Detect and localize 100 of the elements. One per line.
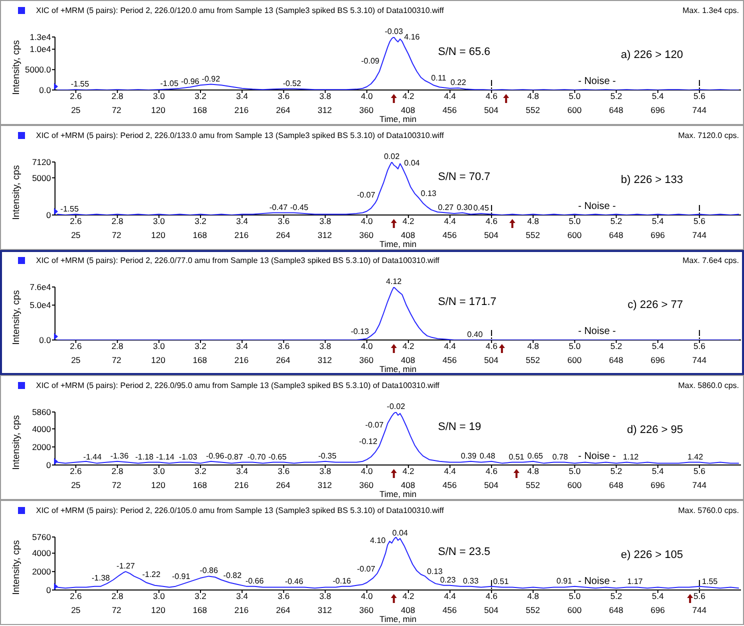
annotation: 0.02: [384, 152, 400, 161]
annotation: S/N = 23.5: [438, 546, 490, 558]
x-tick-label: 4.6: [486, 216, 498, 226]
x2-tick-label: 408: [400, 480, 416, 490]
annotation: -0.02: [386, 402, 406, 411]
annotation: 1.17: [627, 577, 644, 586]
annotation: -0.12: [359, 437, 378, 446]
x-tick-label: 4.6: [486, 466, 498, 476]
y-tick-label: 2000: [32, 442, 52, 452]
x-tick-label: 2.8: [111, 591, 124, 602]
x-tick-label: 5.6: [694, 341, 706, 352]
annotation: -0.66: [245, 576, 264, 586]
x-tick-label: 3.6: [278, 216, 290, 226]
annotation: 0.48: [480, 451, 496, 460]
x2-tick-label: 120: [151, 355, 166, 365]
x-tick-label: 5.0: [568, 216, 581, 226]
y-axis-title: Intensity, cps: [10, 414, 22, 470]
x-tick-label: 5.2: [610, 341, 622, 352]
x2-tick-label: 456: [442, 230, 457, 240]
annotation: -0.45: [290, 202, 309, 212]
y-tick-label: 1.3e4: [30, 32, 52, 42]
annotation: a) 226 > 120: [620, 49, 683, 61]
annotation: c) 226 > 77: [628, 299, 683, 311]
x-tick-label: 4.8: [527, 91, 540, 102]
annotation: 1.55: [702, 577, 718, 586]
x2-tick-label: 72: [112, 105, 122, 115]
annotation: 4.10: [370, 536, 386, 545]
annotation: -1.03: [178, 452, 198, 462]
chart-title: XIC of +MRM (5 pairs): Period 2, 226.0/120.0 amu from Sample 13 (Sample3 spiked BS 5.3.10) of Data100310.wiff: [36, 6, 444, 14]
y-axis-title: Intensity, cps: [10, 40, 22, 95]
x2-tick-label: 312: [318, 105, 332, 115]
x2-tick-label: 648: [609, 605, 624, 615]
x2-tick-label: 168: [192, 105, 208, 115]
x-tick-label: 3.8: [319, 591, 332, 602]
x2-tick-label: 648: [609, 105, 624, 115]
annotation: -0.70: [248, 452, 266, 462]
x-tick-label: 5.6: [694, 216, 706, 226]
annotation: 0.04: [392, 528, 408, 538]
annotation: -1.36: [110, 451, 130, 460]
x-axis-title: Time, min: [380, 364, 417, 374]
chart-title: XIC of +MRM (5 pairs): Period 2, 226.0/77.0 amu from Sample 13 (Sample3 spiked BS 5.3.10) of Data100310.wiff: [36, 256, 440, 264]
x2-tick-label: 168: [192, 480, 208, 490]
x2-tick-label: 120: [151, 230, 166, 240]
annotation: -0.13: [350, 326, 370, 336]
x2-tick-label: 264: [276, 355, 290, 365]
chart-subtitle: Max. 1.3e4 cps.: [682, 6, 739, 14]
annotation: -0.47: [269, 202, 288, 212]
x2-tick-label: 216: [234, 105, 249, 115]
x-tick-label: 5.2: [610, 591, 622, 602]
annotation: - Noise -: [578, 201, 616, 212]
annotation: -0.87: [224, 452, 244, 462]
x2-tick-label: 696: [650, 355, 666, 365]
x-tick-label: 2.6: [70, 591, 82, 602]
annotation: -0.35: [318, 451, 337, 460]
x2-tick-label: 504: [484, 480, 499, 490]
y-tick-label: 0: [46, 585, 52, 596]
y-tick-label: 5760: [32, 532, 52, 542]
annotation: -0.96: [181, 77, 200, 86]
x2-tick-label: 264: [276, 230, 290, 240]
x-tick-label: 3.2: [194, 591, 207, 602]
x-tick-label: 4.4: [444, 91, 456, 102]
annotation: S/N = 171.7: [438, 296, 496, 308]
annotation: e) 226 > 105: [620, 549, 683, 561]
x2-tick-label: 552: [526, 105, 540, 115]
x-tick-label: 4.8: [527, 466, 540, 476]
annotation: -0.07: [356, 564, 376, 574]
x2-tick-label: 72: [112, 230, 122, 240]
chart-title: XIC of +MRM (5 pairs): Period 2, 226.0/95.0 amu from Sample 13 (Sample3 spiked BS 5.3.10) of Data100310.wiff: [36, 380, 440, 390]
chart-subtitle: Max. 7120.0 cps.: [678, 130, 739, 140]
x2-tick-label: 72: [112, 605, 122, 615]
x-tick-label: 4.2: [402, 591, 415, 602]
x-tick-label: 3.2: [194, 341, 207, 352]
x-tick-label: 3.2: [194, 216, 207, 226]
x-tick-label: 4.2: [402, 91, 415, 102]
x-tick-label: 2.8: [111, 91, 124, 102]
annotation: 0.45: [473, 204, 490, 213]
x2-tick-label: 264: [276, 605, 290, 615]
x-tick-label: 3.0: [153, 91, 166, 102]
x2-tick-label: 456: [442, 605, 457, 615]
x-tick-label: 2.6: [70, 341, 82, 352]
x2-tick-label: 264: [276, 105, 290, 115]
x2-tick-label: 504: [484, 105, 499, 115]
annotation: 0.30: [456, 202, 473, 212]
annotation: -0.82: [223, 570, 242, 580]
chart-title: XIC of +MRM (5 pairs): Period 2, 226.0/105.0 amu from Sample 13 (Sample3 spiked BS 5.3.10) of Data100310.wiff: [36, 506, 444, 514]
y-tick-label: 2000: [32, 566, 52, 577]
x-tick-label: 3.0: [153, 341, 166, 352]
annotation: 0.78: [552, 452, 568, 462]
annotation: d) 226 > 95: [627, 424, 683, 436]
annotation: 0.13: [420, 188, 437, 198]
x-tick-label: 4.6: [486, 91, 498, 102]
annotation: 0.65: [527, 451, 544, 460]
x2-tick-label: 744: [692, 480, 707, 490]
x-tick-label: 3.6: [278, 341, 290, 352]
x-axis-title: Time, min: [380, 239, 417, 249]
x2-tick-label: 360: [359, 355, 374, 365]
x2-tick-label: 216: [234, 480, 249, 490]
x-tick-label: 3.8: [319, 216, 332, 226]
x-tick-label: 5.6: [694, 466, 706, 476]
x-tick-label: 5.0: [568, 91, 581, 102]
